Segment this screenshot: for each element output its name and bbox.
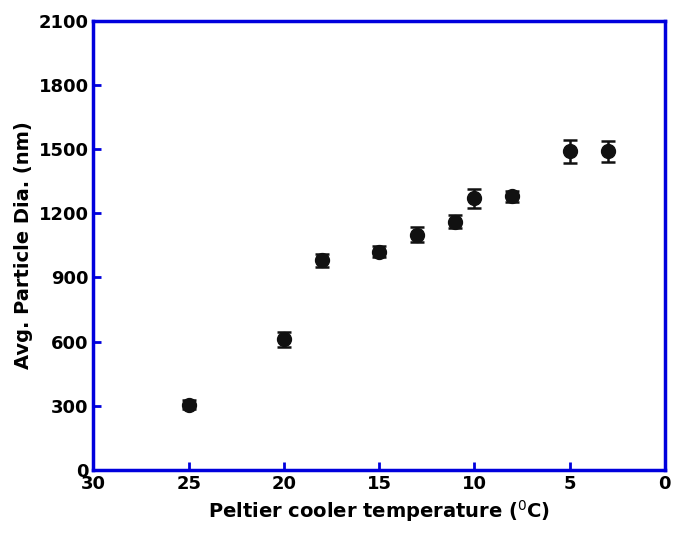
Y-axis label: Avg. Particle Dia. (nm): Avg. Particle Dia. (nm) <box>14 122 33 369</box>
X-axis label: Peltier cooler temperature ($^0$C): Peltier cooler temperature ($^0$C) <box>208 498 550 524</box>
